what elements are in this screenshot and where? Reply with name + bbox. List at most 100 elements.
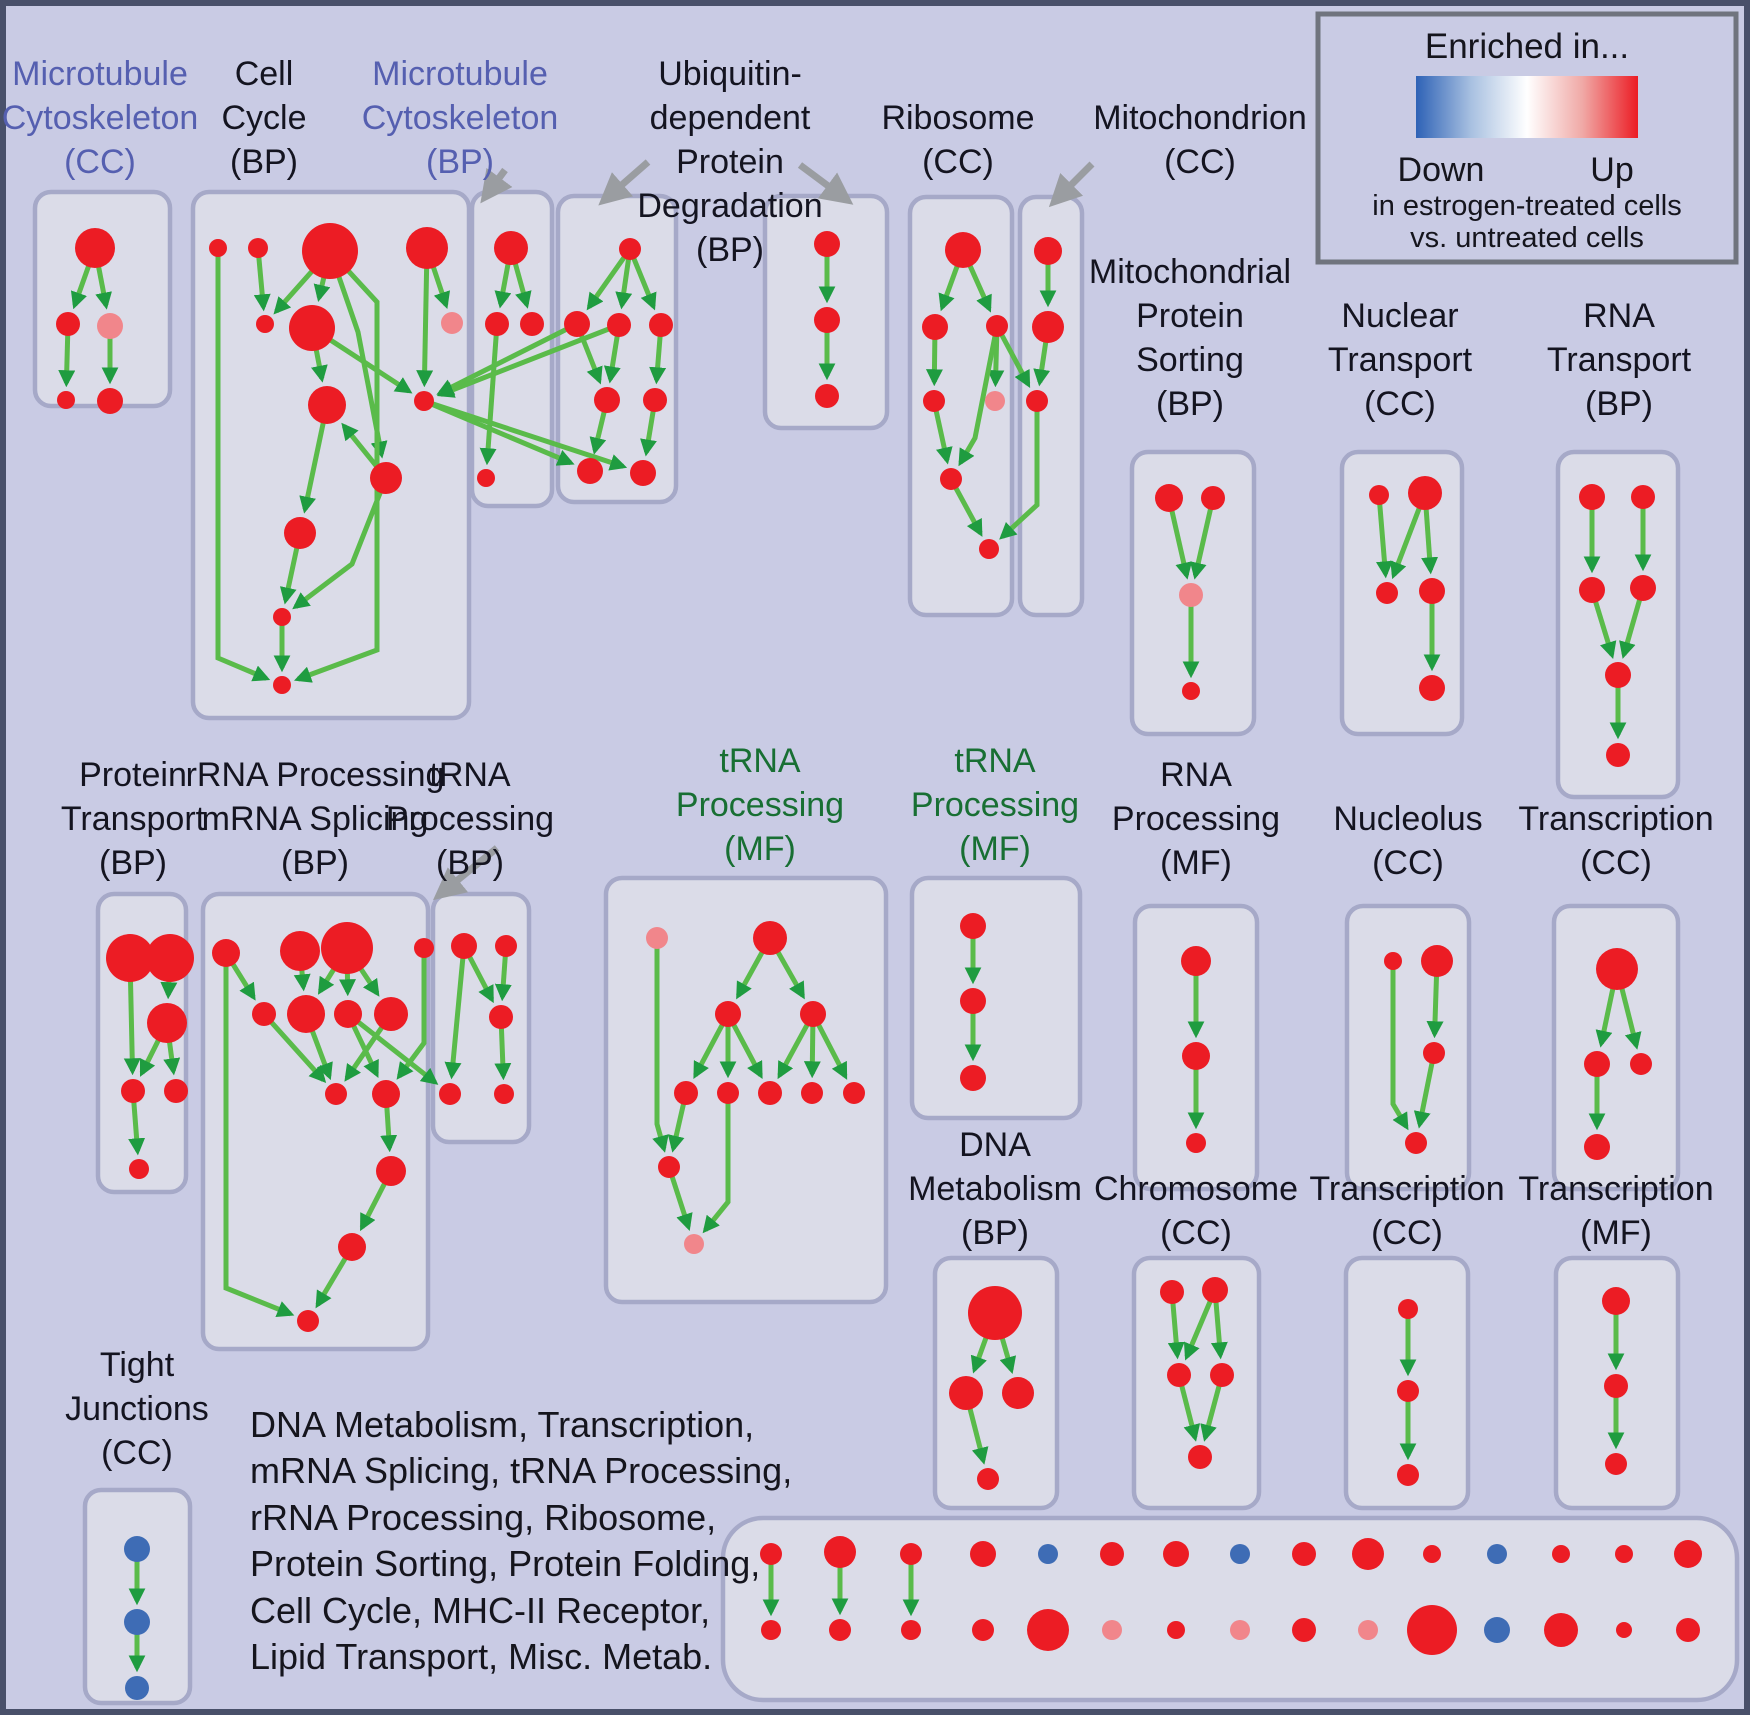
edge-arrow-nucleolus-cc [1390, 961, 1409, 1131]
group-label-transcription-cc-2-line-0: Transcription [1309, 1170, 1504, 1208]
go-term-node-merged-small-clusters-6 [1163, 1541, 1189, 1567]
group-label-nucleolus-cc-line-1: (CC) [1372, 844, 1444, 882]
go-term-node-chromosome-cc-1 [1202, 1277, 1228, 1303]
go-term-node-ubiquitin-degradation-box-1-5 [643, 388, 667, 412]
go-term-node-ribosome-cc-3 [923, 390, 945, 412]
go-term-node-nucleolus-cc-3 [1405, 1132, 1427, 1154]
group-label-protein-transport-bp-line-2: (BP) [99, 844, 167, 882]
edge-arrow-cross [423, 398, 628, 471]
edge-arrow-cross [436, 321, 579, 396]
group-label-mitochondrial-protein-sorting-bp-line-3: (BP) [1156, 385, 1224, 423]
group-label-mitochondrial-protein-sorting-bp-line-0: Mitochondrial [1089, 253, 1291, 291]
group-box-rna-transport-bp [1555, 449, 1681, 800]
group-label-rna-processing-mf-line-1: Processing [1112, 800, 1280, 838]
go-term-node-ribosome-cc-6 [979, 539, 999, 559]
go-term-node-transcription-cc-2-2 [1397, 1464, 1419, 1486]
group-label-trna-processing-mf-1-line-2: (MF) [724, 830, 796, 868]
group-label-trna-processing-mf-1-line-0: tRNA [719, 742, 801, 780]
go-term-node-trna-processing-bp-4 [494, 1084, 514, 1104]
go-term-node-transcription-cc-2-1 [1397, 1380, 1419, 1402]
go-term-node-merged-small-clusters-13 [1615, 1545, 1633, 1563]
go-term-node-rrna-processing-mrna-splicing-bp-6 [334, 1000, 362, 1028]
legend-down: Down [1398, 151, 1485, 189]
go-term-node-cell-cycle-bp-0 [209, 239, 227, 257]
go-term-node-dna-metabolism-bp-3 [977, 1468, 999, 1490]
go-term-node-microtubule-cytoskeleton-bp-2 [520, 312, 544, 336]
go-term-node-rrna-processing-mrna-splicing-bp-7 [374, 997, 408, 1031]
group-label-microtubule-cytoskeleton-cc-line-1: Cytoskeleton [2, 99, 199, 137]
go-term-node-merged-small-clusters-29 [1676, 1618, 1700, 1642]
go-term-node-merged-small-clusters-4 [1038, 1544, 1058, 1564]
go-term-node-protein-transport-bp-0 [106, 934, 154, 982]
go-term-node-cell-cycle-bp-6 [289, 305, 335, 351]
go-term-node-rna-transport-bp-5 [1606, 743, 1630, 767]
group-label-trna-processing-bp-line-2: (BP) [436, 844, 504, 882]
go-term-node-trna-processing-mf-1-2 [715, 1001, 741, 1027]
group-label-ribosome-cc-line-0: Ribosome [881, 99, 1034, 137]
go-term-node-merged-small-clusters-15 [761, 1620, 781, 1640]
go-term-node-nuclear-transport-cc-0 [1369, 485, 1389, 505]
go-term-node-merged-small-clusters-19 [1027, 1609, 1069, 1651]
go-term-node-nucleolus-cc-0 [1384, 952, 1402, 970]
legend-title: Enriched in... [1425, 27, 1629, 66]
go-term-node-trna-processing-mf-2-1 [960, 988, 986, 1014]
go-term-node-microtubule-cytoskeleton-cc-0 [75, 228, 115, 268]
group-label-protein-transport-bp-line-0: Protein [79, 756, 187, 794]
group-label-transcription-cc-1-line-1: (CC) [1580, 844, 1652, 882]
group-label-mitochondrial-protein-sorting-bp-line-2: Sorting [1136, 341, 1244, 379]
go-term-node-rna-processing-mf-2 [1186, 1133, 1206, 1153]
go-term-node-cell-cycle-bp-7 [308, 386, 346, 424]
label-pointer-arrow-icon [433, 845, 500, 901]
group-label-nuclear-transport-cc-line-0: Nuclear [1341, 297, 1458, 335]
edge-arrow-cell-cycle-bp [416, 247, 434, 388]
group-label-tight-junctions-cc-line-2: (CC) [101, 1434, 173, 1472]
group-label-rrna-processing-mrna-splicing-bp-line-2: (BP) [281, 844, 349, 882]
go-term-node-transcription-cc-1-3 [1584, 1134, 1610, 1160]
go-term-node-cell-cycle-bp-4 [441, 312, 463, 334]
go-term-node-cell-cycle-bp-5 [256, 315, 274, 333]
go-term-node-trna-processing-mf-2-2 [960, 1065, 986, 1091]
misc-clusters-text-line-0: DNA Metabolism, Transcription, [250, 1404, 754, 1445]
group-label-trna-processing-bp-line-1: Processing [386, 800, 554, 838]
go-term-node-trna-processing-mf-1-10 [684, 1234, 704, 1254]
go-term-node-merged-small-clusters-25 [1407, 1605, 1457, 1655]
go-term-node-mitochondrion-cc-1 [1032, 311, 1064, 343]
group-label-microtubule-cytoskeleton-bp-line-1: Cytoskeleton [362, 99, 559, 137]
group-box-chromosome-cc [1131, 1255, 1262, 1511]
misc-clusters-text-line-1: mRNA Splicing, tRNA Processing, [250, 1450, 792, 1491]
group-label-mitochondrial-protein-sorting-bp-line-1: Protein [1136, 297, 1244, 335]
edge-arrow-mitochondrial-protein-sorting-bp [1189, 497, 1216, 580]
go-term-node-dna-metabolism-bp-1 [949, 1376, 983, 1410]
group-label-trna-processing-mf-2-line-1: Processing [911, 786, 1079, 824]
go-term-node-transcription-mf-2 [1605, 1453, 1627, 1475]
go-term-node-merged-small-clusters-9 [1352, 1538, 1384, 1570]
group-label-cell-cycle-bp-line-2: (BP) [230, 143, 298, 181]
go-term-node-mitochondrial-protein-sorting-bp-1 [1201, 486, 1225, 510]
go-term-node-ubiquitin-degradation-box-2-1 [814, 307, 840, 333]
group-label-rna-transport-bp-line-2: (BP) [1585, 385, 1653, 423]
group-label-mitochondrion-cc-line-1: (CC) [1164, 143, 1236, 181]
go-term-node-mitochondrial-protein-sorting-bp-2 [1179, 583, 1203, 607]
go-term-node-rrna-processing-mrna-splicing-bp-12 [297, 1310, 319, 1332]
go-term-node-ubiquitin-degradation-box-1-0 [619, 238, 641, 260]
edge-arrow-rrna-processing-mrna-splicing-bp [262, 1012, 327, 1084]
go-term-node-nuclear-transport-cc-3 [1419, 578, 1445, 604]
go-term-node-microtubule-cytoskeleton-bp-0 [494, 231, 528, 265]
group-label-trna-processing-mf-1-line-1: Processing [676, 786, 844, 824]
group-label-dna-metabolism-bp-line-1: Metabolism [908, 1170, 1082, 1208]
legend-box [1315, 11, 1739, 265]
go-term-node-tight-junctions-cc-2 [125, 1676, 149, 1700]
go-term-node-rrna-processing-mrna-splicing-bp-1 [280, 931, 320, 971]
go-term-node-ribosome-cc-2 [986, 315, 1008, 337]
go-term-node-trna-processing-bp-1 [495, 935, 517, 957]
edge-arrow-ribosome-cc [958, 325, 1000, 467]
edge-arrow-rrna-processing-mrna-splicing-bp [396, 948, 427, 1080]
go-term-node-rna-processing-mf-0 [1181, 946, 1211, 976]
go-term-node-cell-cycle-bp-9 [370, 462, 402, 494]
group-label-trna-processing-mf-2-line-0: tRNA [954, 742, 1036, 780]
go-term-node-microtubule-cytoskeleton-cc-1 [56, 312, 80, 336]
go-term-node-cell-cycle-bp-1 [248, 238, 268, 258]
edge-arrow-rrna-processing-mrna-splicing-bp [223, 953, 295, 1318]
group-box-dna-metabolism-bp [932, 1255, 1060, 1511]
go-term-node-merged-small-clusters-10 [1423, 1545, 1441, 1563]
